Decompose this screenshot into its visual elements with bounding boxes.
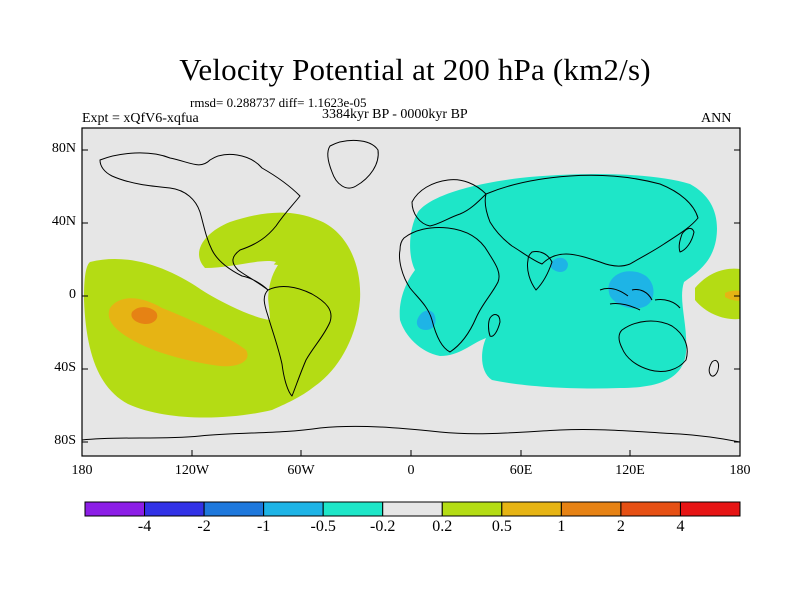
contour-dateline-positive-core <box>725 290 740 301</box>
colorbar-label: 0.5 <box>491 518 512 535</box>
coast-europe <box>411 179 487 227</box>
colorbar-label: 4 <box>676 518 685 535</box>
colorbar-label: -1 <box>256 518 271 535</box>
colorbar <box>84 501 741 517</box>
colorbar-segment <box>441 501 503 517</box>
colorbar-segment <box>501 501 562 517</box>
map-panel <box>82 128 740 456</box>
colorbar-segment <box>679 501 741 517</box>
contour-indonesia-negative-core <box>608 271 654 309</box>
colorbar-label: -2 <box>197 518 211 535</box>
colorbar-label: -4 <box>137 518 152 535</box>
time-period-subtitle: 3384kyr BP - 0000kyr BP <box>322 107 468 122</box>
lon-label-180e: 180 <box>729 463 751 478</box>
coast-antarctica <box>82 425 740 443</box>
lon-label-60w: 60W <box>287 463 315 478</box>
coastlines <box>82 140 740 443</box>
colorbar-segment <box>203 501 265 517</box>
lat-label-40n: 40N <box>51 214 76 229</box>
colorbar-label: -0.5 <box>310 518 336 535</box>
coast-asia <box>484 174 699 267</box>
lon-label-60e: 60E <box>509 463 533 478</box>
coast-africa <box>399 227 500 353</box>
season-label: ANN <box>701 111 732 126</box>
lon-ticks <box>81 450 741 456</box>
coast-maritime-continent <box>599 287 681 311</box>
colorbar-segment <box>620 501 681 517</box>
colorbar-segment <box>560 501 622 517</box>
coast-greenland <box>327 140 379 189</box>
coast-new-zealand <box>708 359 719 377</box>
lat-label-40s: 40S <box>54 360 76 375</box>
colorbar-segment <box>322 501 384 517</box>
lat-ticks <box>82 149 740 443</box>
lon-label-120e: 120E <box>615 463 645 478</box>
colorbar-label: 1 <box>557 518 566 535</box>
lat-label-80s: 80S <box>54 433 76 448</box>
experiment-label: Expt = xQfV6-xqfua <box>82 111 199 126</box>
coast-north-america <box>99 152 301 291</box>
colorbar-segment <box>263 501 324 517</box>
colorbar-label: 0.2 <box>432 518 453 535</box>
coast-south-america <box>263 286 332 397</box>
coast-australia <box>618 320 688 373</box>
coast-madagascar <box>488 314 501 337</box>
contour-eurasia-negative <box>399 174 717 389</box>
coast-india <box>527 251 553 291</box>
rmsd-diff-stats: rmsd= 0.288737 diff= 1.1623e-05 <box>190 95 367 110</box>
contour-pacific-positive-max <box>131 307 158 324</box>
contour-bengal-negative-core <box>550 257 568 272</box>
contour-pacific-positive <box>84 212 361 418</box>
lon-label-0: 0 <box>407 463 415 478</box>
colorbar-segment <box>84 501 146 517</box>
lon-label-180w: 180 <box>71 463 93 478</box>
contour-dateline-positive <box>695 268 740 320</box>
colorbar-segment <box>382 501 443 517</box>
contour-pacific-neutral-gap <box>187 264 278 320</box>
figure-title: Velocity Potential at 200 hPa (km2/s) <box>179 52 651 87</box>
colorbar-label: -0.2 <box>370 518 396 535</box>
lat-label-80n: 80N <box>51 141 76 156</box>
lon-label-120w: 120W <box>174 463 210 478</box>
coast-japan <box>678 227 695 253</box>
colorbar-segment <box>144 501 205 517</box>
lat-label-0: 0 <box>69 287 76 302</box>
colorbar-label: 2 <box>616 518 625 535</box>
